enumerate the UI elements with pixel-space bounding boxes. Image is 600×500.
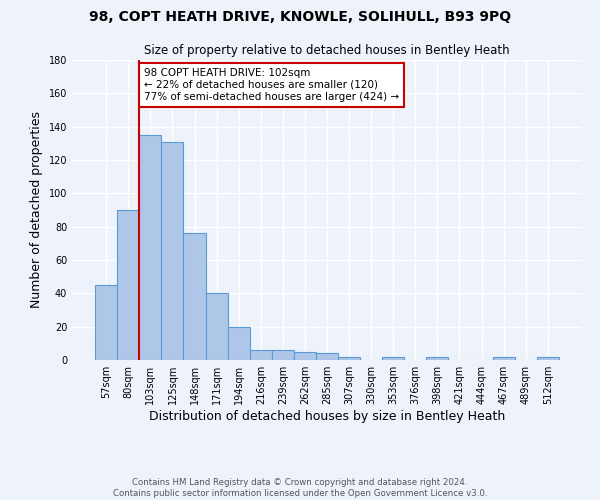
Bar [537,356,559,360]
Bar [294,352,316,360]
Bar [250,350,272,360]
Bar [338,356,360,360]
Bar [382,356,404,360]
Y-axis label: Number of detached properties: Number of detached properties [30,112,43,308]
Text: 98 COPT HEATH DRIVE: 102sqm
← 22% of detached houses are smaller (120)
77% of se: 98 COPT HEATH DRIVE: 102sqm ← 22% of det… [144,68,399,102]
Bar [95,285,117,360]
Bar [184,234,206,360]
X-axis label: Distribution of detached houses by size in Bentley Heath: Distribution of detached houses by size … [149,410,505,423]
Bar [272,350,294,360]
Bar [206,294,227,360]
Title: Size of property relative to detached houses in Bentley Heath: Size of property relative to detached ho… [144,44,510,58]
Bar [161,142,184,360]
Bar [117,210,139,360]
Bar [316,354,338,360]
Bar [139,135,161,360]
Bar [227,326,250,360]
Bar [493,356,515,360]
Text: Contains HM Land Registry data © Crown copyright and database right 2024.
Contai: Contains HM Land Registry data © Crown c… [113,478,487,498]
Text: 98, COPT HEATH DRIVE, KNOWLE, SOLIHULL, B93 9PQ: 98, COPT HEATH DRIVE, KNOWLE, SOLIHULL, … [89,10,511,24]
Bar [427,356,448,360]
